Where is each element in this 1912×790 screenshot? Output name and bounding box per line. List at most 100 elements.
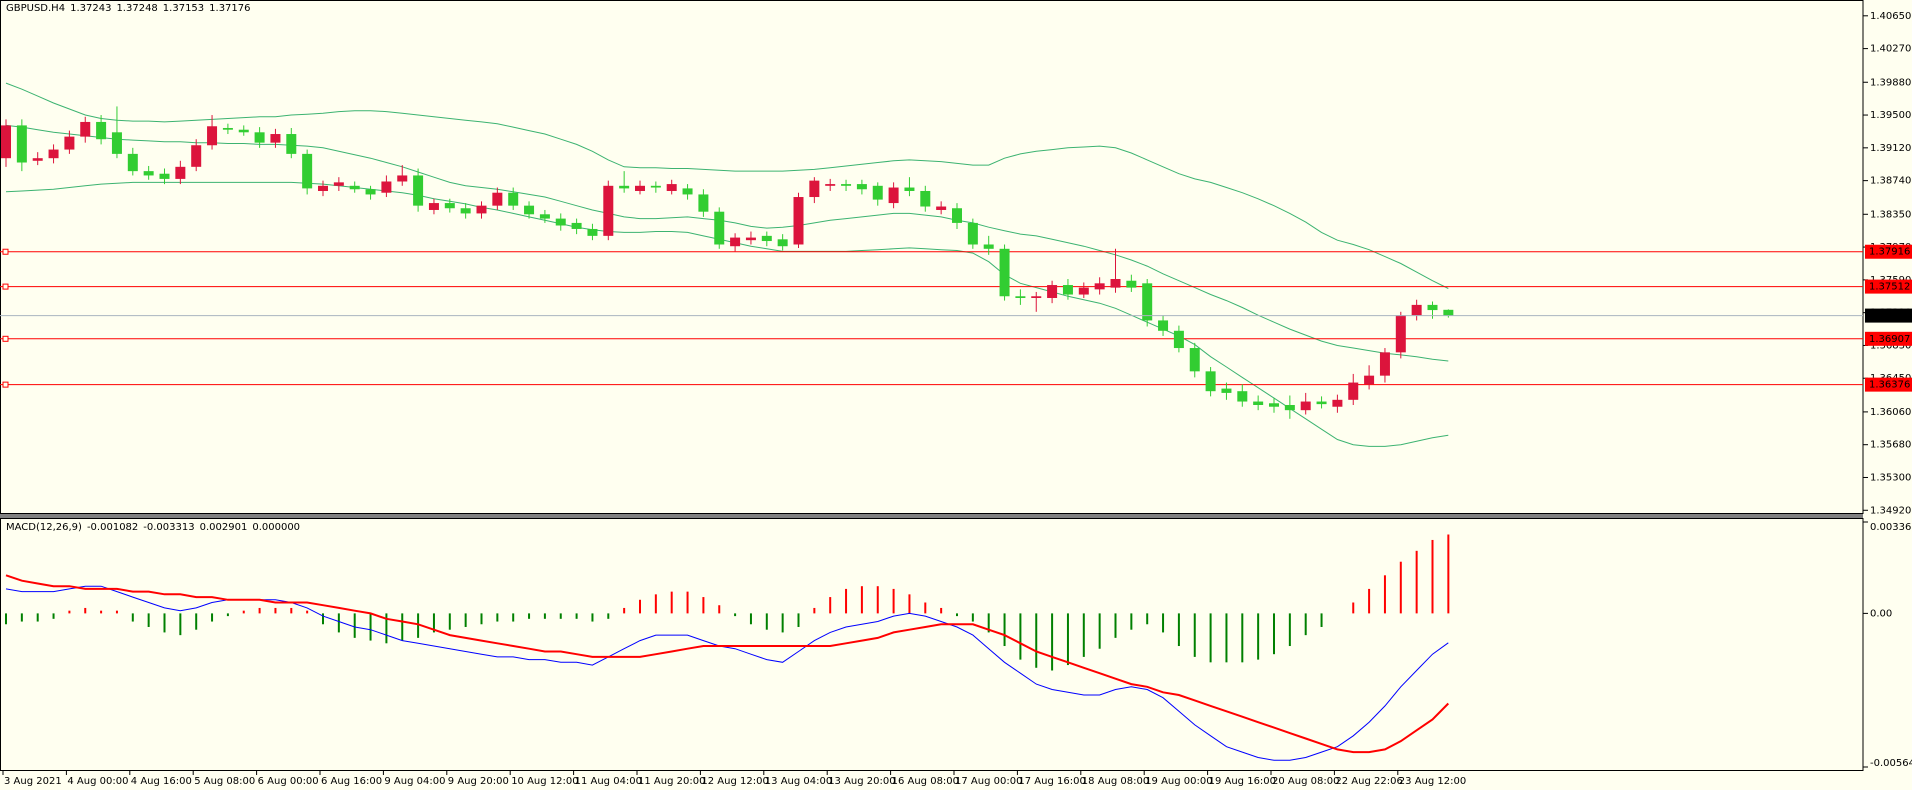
- level-label-box: [1865, 279, 1912, 294]
- level-anchor: [2, 248, 9, 255]
- x-tick-label: 5 Aug 08:00: [194, 776, 255, 787]
- candle-body: [365, 189, 376, 195]
- candle-body: [254, 132, 265, 143]
- candle-body: [1015, 296, 1026, 298]
- candle-body: [698, 194, 709, 212]
- candle-body: [745, 237, 756, 241]
- x-tick-label: 23 Aug 12:00: [1399, 776, 1466, 787]
- x-tick-label: 17 Aug 16:00: [1018, 776, 1085, 787]
- y-tick-label: 1.38350: [1870, 209, 1911, 220]
- candle-body: [999, 248, 1010, 297]
- x-tick-label: 6 Aug 16:00: [321, 776, 382, 787]
- last-high: 1.37248: [116, 3, 158, 14]
- level-label: 1.37916: [1869, 247, 1910, 258]
- candle-body: [1047, 285, 1058, 298]
- macd-main-value: -0.001082: [86, 522, 139, 533]
- candle-body: [1253, 401, 1264, 405]
- x-tick-label: 11 Aug 20:00: [638, 776, 705, 787]
- candle-body: [1348, 382, 1359, 400]
- axes: 1.40650 1.40270 1.39880 1.39500 1.39120 1.387…: [2, 11, 1912, 787]
- macd-title: MACD(12,26,9): [6, 522, 82, 533]
- bollinger-band: [5, 124, 1449, 362]
- last-low: 1.37153: [162, 3, 205, 14]
- candle-body: [1189, 348, 1200, 372]
- candle-body: [1158, 320, 1169, 331]
- x-tick-label: 6 Aug 00:00: [258, 776, 319, 787]
- candle-body: [318, 185, 328, 191]
- candle-body: [1110, 279, 1121, 288]
- candle-body: [159, 173, 170, 179]
- y-tick-label: 1.36830: [1870, 340, 1911, 351]
- candle-body: [381, 181, 392, 193]
- y-tick-label: 1.39500: [1870, 110, 1911, 121]
- candle-body: [460, 208, 471, 214]
- x-tick-label: 16 Aug 08:00: [892, 776, 959, 787]
- candle-body: [16, 125, 27, 163]
- y-tick-label: 0.00336: [1870, 522, 1911, 533]
- candle-body: [270, 134, 281, 143]
- macd-plot: [5, 534, 1450, 761]
- macd-legend: MACD(12,26,9) -0.001082 -0.003313 0.002901 0…: [6, 522, 305, 533]
- candle-body: [1205, 371, 1216, 392]
- candle-body: [1316, 401, 1327, 405]
- candle-body: [793, 197, 804, 245]
- candle-body: [1395, 315, 1406, 353]
- candle-body: [825, 184, 836, 186]
- candle-body: [127, 153, 138, 172]
- macd-signal-value: -0.003313: [143, 522, 195, 533]
- candle-body: [413, 175, 424, 206]
- level-anchor: [2, 335, 9, 342]
- candle-body: [397, 175, 408, 182]
- price-plot: [0, 82, 1863, 447]
- candle-body: [1427, 304, 1438, 311]
- x-tick-label: 19 Aug 00:00: [1145, 776, 1212, 787]
- x-tick-label: 13 Aug 20:00: [828, 776, 895, 787]
- candle-body: [539, 214, 550, 219]
- level-label: 1.37512: [1869, 282, 1910, 293]
- candle-body: [143, 171, 154, 176]
- candle-body: [1269, 403, 1279, 407]
- candle-body: [476, 205, 487, 214]
- x-tick-label: 4 Aug 16:00: [131, 776, 192, 787]
- candle-body: [730, 237, 741, 247]
- candle-body: [920, 190, 931, 207]
- candle-body: [872, 185, 883, 200]
- y-tick-label: 1.36060: [1870, 407, 1911, 418]
- candle-body: [1284, 404, 1295, 411]
- candle-body: [333, 182, 344, 186]
- level-label-box: [1865, 331, 1912, 346]
- candle-body: [809, 180, 820, 198]
- level-anchor: [2, 283, 9, 290]
- level-label-box: [1865, 377, 1912, 392]
- candle-body: [64, 136, 75, 150]
- candle-body: [587, 228, 598, 236]
- candle-body: [1364, 375, 1375, 385]
- x-tick-label: 12 Aug 12:00: [701, 776, 768, 787]
- candle-body: [777, 239, 788, 247]
- symbol-title: GBPUSD.H4: [6, 3, 66, 14]
- candle-body: [856, 184, 867, 190]
- x-tick-label: 4 Aug 00:00: [67, 776, 128, 787]
- y-tick-label: -0.005648: [1870, 758, 1912, 769]
- candle-body: [1, 125, 11, 159]
- candle-body: [1031, 296, 1042, 298]
- current-price-label: 1.37176: [1869, 311, 1910, 322]
- macd-line: [5, 574, 1450, 754]
- candle-body: [983, 244, 994, 249]
- macd-buffer-value: 0.000000: [252, 522, 301, 533]
- x-tick-label: 10 Aug 12:00: [511, 776, 578, 787]
- candle-body: [1443, 309, 1454, 316]
- macd-panel-frame: [0, 518, 1864, 771]
- candle-body: [619, 185, 630, 189]
- candle-body: [904, 187, 915, 191]
- candle-body: [714, 211, 725, 245]
- candle-body: [841, 184, 852, 186]
- candle-body: [1300, 401, 1311, 411]
- candle-body: [967, 222, 978, 245]
- macd-histogram-value: 0.002901: [199, 522, 248, 533]
- candle-body: [1094, 283, 1105, 290]
- candle-body: [1237, 391, 1248, 402]
- x-tick-label: 18 Aug 08:00: [1082, 776, 1149, 787]
- candle-body: [48, 149, 59, 159]
